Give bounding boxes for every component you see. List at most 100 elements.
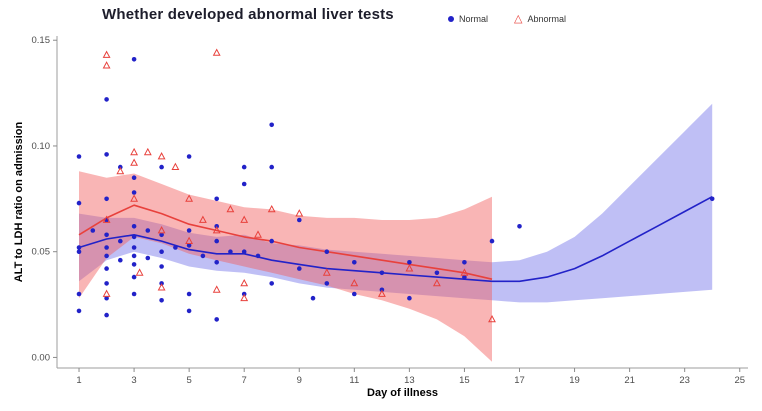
data-point-normal <box>76 154 82 159</box>
data-point-normal <box>407 295 412 301</box>
data-point-abnormal <box>405 264 414 272</box>
data-point-normal <box>104 295 109 301</box>
data-point-normal <box>241 181 247 187</box>
confidence-band-normal <box>79 103 713 303</box>
data-point-normal <box>131 262 137 267</box>
data-point-normal <box>131 245 137 250</box>
data-point-normal <box>228 249 233 254</box>
data-point-abnormal <box>254 230 262 238</box>
data-point-abnormal <box>226 204 235 213</box>
data-point-normal <box>186 228 192 233</box>
x-tick-label: 15 <box>459 375 470 386</box>
data-point-normal <box>76 245 82 250</box>
data-point-abnormal <box>240 278 249 287</box>
data-point-abnormal <box>198 215 207 223</box>
data-point-normal <box>131 253 137 259</box>
data-point-normal <box>131 175 137 180</box>
data-point-normal <box>186 291 192 297</box>
data-point-normal <box>131 234 137 240</box>
data-point-normal <box>76 291 82 297</box>
x-tick-label: 1 <box>76 375 81 386</box>
data-point-abnormal <box>130 158 139 166</box>
data-point-normal <box>297 217 302 223</box>
data-point-normal <box>214 238 219 244</box>
data-point-normal <box>462 260 467 265</box>
data-point-abnormal <box>488 314 496 323</box>
x-tick-label: 7 <box>242 375 247 386</box>
triangle-marker-icon: △ <box>514 12 523 25</box>
data-point-abnormal <box>212 48 221 56</box>
data-point-normal <box>104 152 109 157</box>
x-tick-label: 9 <box>297 375 302 386</box>
data-point-normal <box>200 253 206 259</box>
data-point-normal <box>310 295 316 301</box>
x-tick-label: 23 <box>679 375 690 386</box>
data-point-normal <box>104 232 109 238</box>
data-point-abnormal <box>212 285 221 293</box>
data-point-abnormal <box>102 61 111 69</box>
x-tick-label: 3 <box>131 375 136 386</box>
x-tick-label: 5 <box>186 375 191 386</box>
data-point-normal <box>76 308 82 314</box>
data-point-normal <box>145 255 151 261</box>
data-point-abnormal <box>143 147 152 156</box>
data-point-abnormal <box>157 226 166 234</box>
x-tick-label: 17 <box>514 375 525 386</box>
data-point-normal <box>104 253 109 259</box>
y-tick-label: 0.00 <box>32 352 51 363</box>
y-axis-label: ALT to LDH ratio on admission <box>13 121 25 283</box>
data-point-normal <box>709 196 715 202</box>
data-point-abnormal <box>102 289 111 297</box>
data-point-normal <box>76 249 82 254</box>
data-point-normal <box>255 253 261 259</box>
data-point-normal <box>186 308 192 314</box>
data-point-abnormal <box>157 283 166 291</box>
data-point-normal <box>434 270 440 276</box>
data-point-abnormal <box>130 147 139 156</box>
data-point-normal <box>324 281 330 286</box>
data-point-normal <box>269 238 275 244</box>
data-point-normal <box>186 243 192 248</box>
legend-label-normal: Normal <box>459 14 489 24</box>
data-point-normal <box>214 260 219 265</box>
data-point-normal <box>159 232 164 238</box>
data-point-normal <box>104 245 109 250</box>
circle-marker-icon <box>448 16 454 22</box>
data-point-normal <box>90 228 96 233</box>
legend: Normal △ Abnormal <box>448 12 567 25</box>
data-point-normal <box>131 190 137 195</box>
data-point-normal <box>517 224 522 229</box>
x-tick-label: 13 <box>404 375 415 386</box>
data-point-normal <box>489 238 495 244</box>
data-point-abnormal <box>185 236 194 244</box>
data-point-normal <box>131 57 137 62</box>
data-point-normal <box>407 260 412 265</box>
chart-title: Whether developed abnormal liver tests <box>102 6 394 23</box>
x-tick-label: 21 <box>624 375 635 386</box>
smooth-line-abnormal <box>78 204 493 280</box>
data-point-abnormal <box>377 289 386 297</box>
data-point-abnormal <box>432 278 441 287</box>
x-tick-label: 11 <box>349 375 359 386</box>
data-point-normal <box>76 200 82 206</box>
data-point-normal <box>131 274 137 280</box>
legend-label-abnormal: Abnormal <box>527 14 567 24</box>
x-axis-label: Day of illness <box>367 387 438 399</box>
smooth-line-normal <box>78 195 713 283</box>
data-point-abnormal <box>460 268 469 276</box>
confidence-band-abnormal <box>79 171 492 362</box>
data-point-normal <box>145 228 151 233</box>
data-point-normal <box>214 317 219 322</box>
data-point-abnormal <box>322 268 331 276</box>
data-point-abnormal <box>130 194 139 202</box>
y-tick-label: 0.05 <box>32 247 51 258</box>
data-point-normal <box>131 224 137 229</box>
data-point-abnormal <box>240 215 249 223</box>
data-point-abnormal <box>135 268 144 276</box>
data-point-normal <box>269 281 275 286</box>
data-point-abnormal <box>171 162 180 170</box>
data-point-normal <box>173 245 178 250</box>
legend-item-normal: Normal <box>448 14 488 24</box>
